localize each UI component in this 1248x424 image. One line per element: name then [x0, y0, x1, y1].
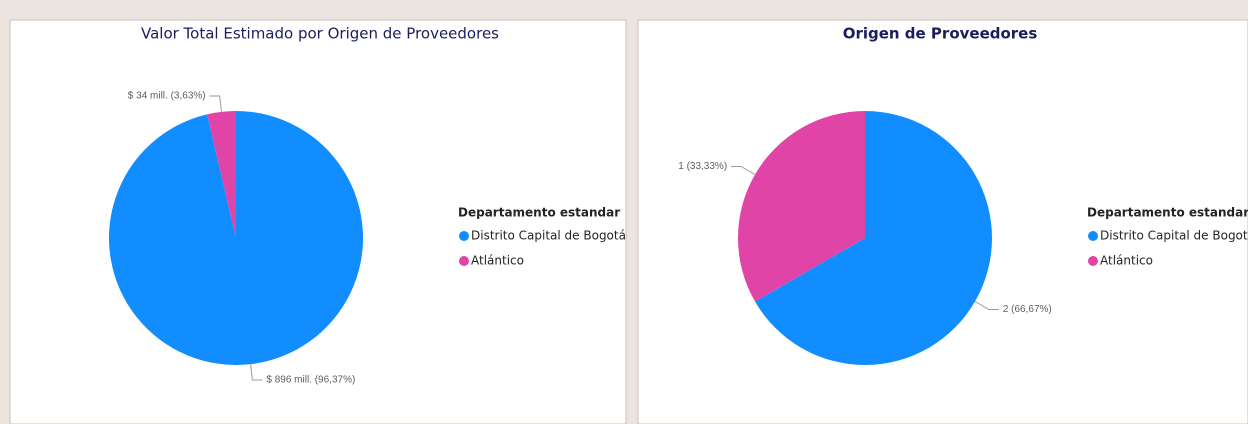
chart-title: Valor Total Estimado por Origen de Prove…	[141, 25, 499, 43]
data-label: $ 896 mill. (96,37%)	[266, 375, 355, 386]
data-label: $ 34 mill. (3,63%)	[128, 91, 206, 102]
legend-label: Atlántico	[1100, 254, 1153, 268]
leader-line	[974, 301, 999, 310]
leader-line	[209, 95, 222, 112]
data-label: 1 (33,33%)	[678, 161, 727, 172]
leader-line	[731, 166, 756, 175]
pie-slice	[207, 111, 236, 238]
legend-swatch	[1088, 256, 1098, 266]
legend-label: Atlántico	[471, 254, 524, 268]
legend-label: Distrito Capital de Bogotá	[1100, 229, 1248, 243]
legend-swatch	[459, 231, 469, 241]
chart-title: Origen de Proveedores	[843, 25, 1038, 43]
pie-slice	[755, 111, 992, 365]
legend-title: Departamento estandar	[458, 206, 620, 220]
legend-label: Distrito Capital de Bogotá	[471, 229, 626, 243]
legend-title: Departamento estandar	[1087, 206, 1248, 220]
leader-line	[250, 364, 263, 381]
pie-slice	[108, 111, 363, 365]
legend-swatch	[1088, 231, 1098, 241]
pie-slice	[737, 111, 865, 302]
data-label: 2 (66,67%)	[1003, 304, 1052, 315]
legend-swatch	[459, 256, 469, 266]
